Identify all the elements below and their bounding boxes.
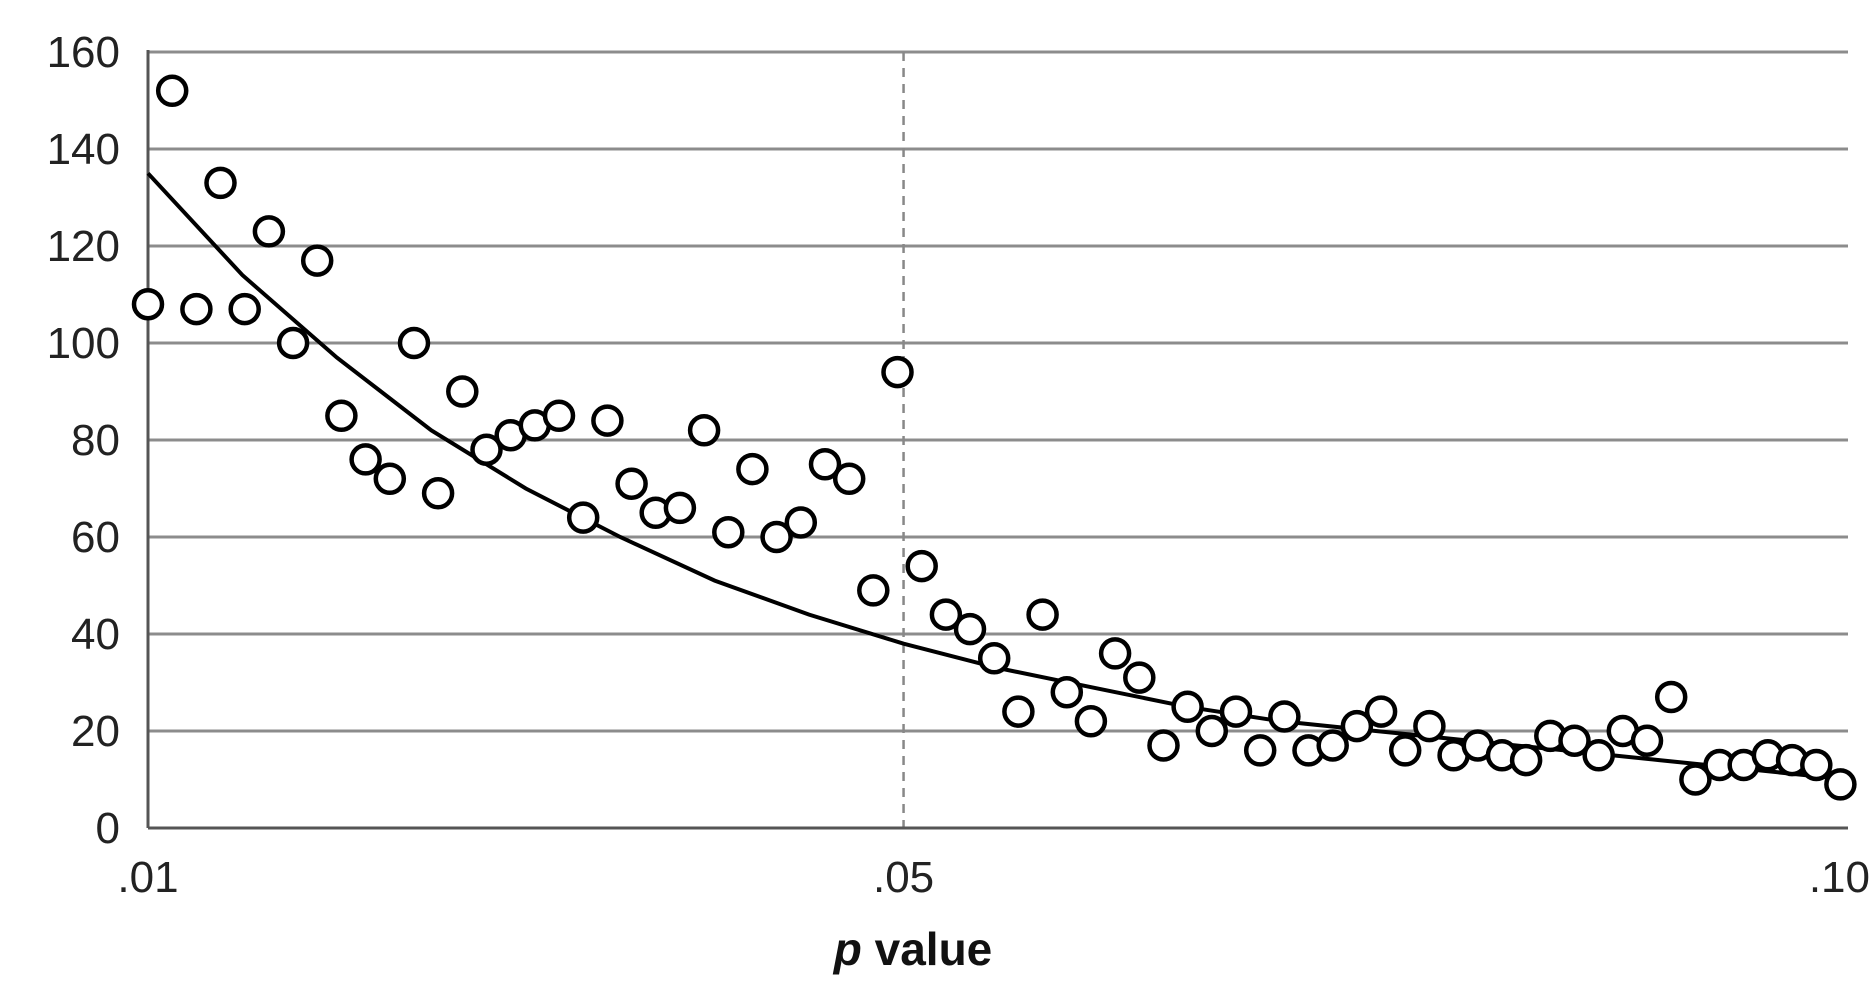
data-point-30 (857, 574, 890, 607)
data-point-36 (1002, 695, 1035, 728)
data-point-22 (663, 491, 697, 525)
data-point-38 (1050, 675, 1084, 709)
x-axis-label-italic: p (832, 923, 862, 975)
x-axis-label-rest: value (862, 923, 992, 975)
y-tick-label-2: 40 (71, 610, 120, 659)
y-tick-label-1: 20 (71, 707, 120, 756)
data-point-24 (712, 515, 745, 549)
x-tick-label-2: .10 (1809, 853, 1870, 902)
x-tick-labels: .01 .05 .10 (117, 853, 1870, 902)
data-point-49 (1316, 729, 1349, 762)
data-point-2 (180, 292, 213, 326)
y-tick-label-7: 140 (47, 125, 120, 174)
data-point-63 (1654, 680, 1688, 714)
data-point-37 (1026, 598, 1059, 631)
data-point-59 (1558, 724, 1591, 757)
data-point-28 (808, 448, 842, 481)
y-tick-label-3: 60 (71, 513, 120, 562)
data-point-11 (397, 326, 431, 360)
data-point-3 (204, 166, 237, 200)
y-tick-label-0: 0 (96, 804, 120, 853)
data-point-10 (373, 462, 407, 496)
gridlines (148, 50, 1848, 733)
data-point-20 (615, 467, 648, 500)
y-tick-label-5: 100 (47, 319, 120, 368)
data-point-42 (1147, 729, 1180, 762)
data-point-57 (1509, 743, 1543, 777)
data-point-14 (470, 433, 503, 466)
data-point-13 (446, 375, 479, 408)
data-point-40 (1098, 637, 1132, 670)
y-tick-label-8: 160 (47, 28, 120, 77)
data-point-12 (421, 477, 455, 510)
data-point-62 (1630, 724, 1664, 757)
data-point-8 (325, 399, 358, 433)
data-point-51 (1364, 695, 1398, 728)
data-point-4 (228, 292, 261, 326)
y-tick-label-6: 120 (47, 222, 120, 271)
data-point-46 (1243, 734, 1277, 767)
data-point-39 (1074, 705, 1108, 738)
data-point-33 (929, 598, 963, 631)
x-tick-label-1: .05 (873, 853, 934, 902)
data-point-64 (1679, 763, 1712, 796)
data-points (131, 74, 1857, 801)
data-point-5 (252, 215, 286, 248)
data-point-19 (591, 404, 624, 437)
data-point-18 (566, 501, 600, 534)
data-point-1 (155, 74, 189, 108)
data-point-69 (1800, 748, 1833, 782)
data-point-23 (687, 414, 721, 447)
data-point-26 (760, 520, 793, 554)
y-tick-labels: 0 20 40 60 80 100 120 140 160 (47, 28, 120, 853)
data-point-6 (276, 326, 310, 360)
x-axis-label: p value (832, 923, 993, 975)
data-point-41 (1123, 661, 1156, 694)
data-point-29 (832, 462, 866, 496)
data-point-27 (784, 506, 818, 539)
data-point-7 (300, 244, 334, 277)
data-point-45 (1219, 695, 1253, 728)
data-point-70 (1824, 768, 1857, 801)
data-point-34 (953, 612, 987, 646)
data-point-35 (977, 642, 1011, 675)
data-point-32 (905, 549, 938, 583)
data-point-60 (1582, 739, 1615, 772)
data-point-50 (1340, 709, 1374, 743)
data-point-44 (1195, 714, 1229, 748)
data-point-31 (881, 355, 914, 389)
data-point-0 (131, 287, 165, 321)
y-tick-label-4: 80 (71, 416, 120, 465)
data-point-53 (1413, 709, 1446, 743)
data-point-25 (736, 452, 769, 486)
x-tick-label-0: .01 (117, 853, 178, 902)
axes (146, 50, 1848, 830)
data-point-52 (1388, 734, 1422, 767)
data-point-17 (542, 399, 576, 433)
data-point-9 (349, 443, 382, 476)
data-point-43 (1171, 690, 1204, 724)
data-point-47 (1268, 700, 1301, 733)
